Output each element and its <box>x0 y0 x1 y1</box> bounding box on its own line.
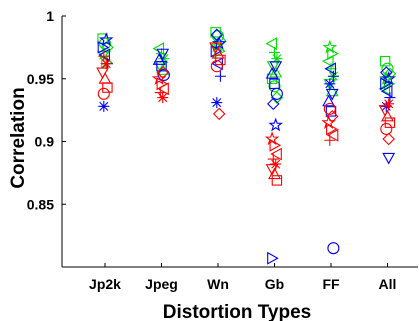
data-point <box>102 82 113 93</box>
data-point <box>381 62 394 75</box>
data-point <box>269 138 282 152</box>
data-point <box>325 84 339 97</box>
data-point <box>152 53 166 65</box>
x-tick-label: Wn <box>207 276 229 292</box>
data-point <box>322 39 338 54</box>
y-tick-label: 0.9 <box>35 134 55 150</box>
data-point <box>212 107 226 121</box>
y-tick-label: 1 <box>46 8 54 24</box>
data-point <box>383 98 395 110</box>
data-point <box>215 54 226 66</box>
data-point <box>158 53 170 65</box>
data-point <box>211 57 223 71</box>
data-point <box>325 88 339 101</box>
data-point <box>323 102 336 115</box>
data-point <box>210 44 223 58</box>
data-point <box>270 158 282 170</box>
data-point <box>382 152 396 165</box>
data-point <box>269 65 283 78</box>
data-point <box>157 82 169 96</box>
data-point <box>321 54 334 68</box>
x-tick-label: Jp2k <box>89 276 121 292</box>
x-tick-label: Jpeg <box>145 276 178 292</box>
data-point <box>379 55 391 67</box>
data-point <box>265 67 279 79</box>
data-point <box>270 147 282 161</box>
data-point <box>267 251 279 265</box>
data-point <box>97 40 110 54</box>
data-point <box>98 32 114 47</box>
data-point <box>381 71 396 85</box>
data-point <box>264 131 280 146</box>
y-tick-label: 0.95 <box>27 71 54 87</box>
data-point <box>324 78 336 90</box>
x-axis-title: Distortion Types <box>163 302 312 321</box>
data-point <box>382 132 395 146</box>
data-point <box>271 53 283 65</box>
data-point <box>157 92 169 104</box>
data-point <box>380 66 393 79</box>
axes: 0.85 0.9 0.95 1 Jp2k Jpeg Wn Gb FF All <box>27 8 418 292</box>
data-point <box>97 87 110 100</box>
data-point <box>268 167 281 180</box>
data-point <box>151 71 167 85</box>
y-tick-label: 0.85 <box>27 196 54 212</box>
data-point <box>378 82 391 96</box>
data-point <box>210 28 224 42</box>
data-point <box>269 61 283 73</box>
data-point <box>324 134 336 146</box>
data-point <box>265 37 278 51</box>
data-point <box>98 48 110 62</box>
data-point <box>100 58 112 70</box>
data-point <box>322 94 336 107</box>
data-point <box>270 91 284 104</box>
data-point <box>326 122 338 136</box>
data-point <box>211 47 225 59</box>
data-point <box>380 122 393 135</box>
data-point <box>268 117 283 132</box>
x-tick-label: Gb <box>265 276 284 292</box>
data-point <box>268 80 281 93</box>
data-point <box>327 242 340 255</box>
data-point <box>384 117 396 128</box>
x-tick-label: All <box>379 276 397 292</box>
data-point <box>271 175 283 186</box>
data-point <box>384 92 396 104</box>
data-point <box>381 109 394 122</box>
data-point <box>214 70 226 82</box>
data-point <box>380 84 393 98</box>
data-point <box>267 153 279 165</box>
data-point <box>98 50 110 62</box>
data-point <box>326 128 339 142</box>
data-point <box>324 62 336 76</box>
data-point <box>98 100 110 112</box>
y-axis-title: Correlation <box>8 87 29 188</box>
data-point <box>267 97 280 111</box>
data-point <box>154 87 166 99</box>
data-point <box>156 48 170 61</box>
data-point <box>156 60 167 72</box>
data-point <box>380 77 392 91</box>
data-point <box>270 87 283 100</box>
data-point <box>210 60 223 73</box>
data-point <box>211 97 223 109</box>
data-markers <box>96 27 397 265</box>
x-tick-label: FF <box>322 276 340 292</box>
data-point <box>325 106 337 117</box>
